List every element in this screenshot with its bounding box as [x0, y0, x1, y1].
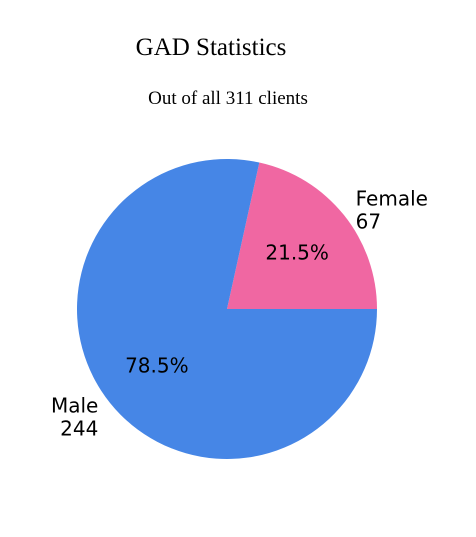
pie-slices	[76, 159, 377, 459]
pie-percent-label-female: 21.5%	[265, 241, 329, 265]
pie-name-label-female: Female	[356, 187, 428, 211]
pie-name-label-male: Male	[51, 393, 98, 417]
chart-title: GAD Statistics	[135, 34, 287, 61]
pie-slice-female	[227, 162, 377, 309]
chart-subtitle: Out of all 311 clients	[148, 88, 308, 109]
pie-percent-label-male: 78.5%	[125, 353, 189, 377]
pie-value-label-female: 67	[356, 210, 381, 234]
pie-slice-male	[76, 159, 377, 459]
pie-value-label-male: 244	[60, 416, 98, 440]
